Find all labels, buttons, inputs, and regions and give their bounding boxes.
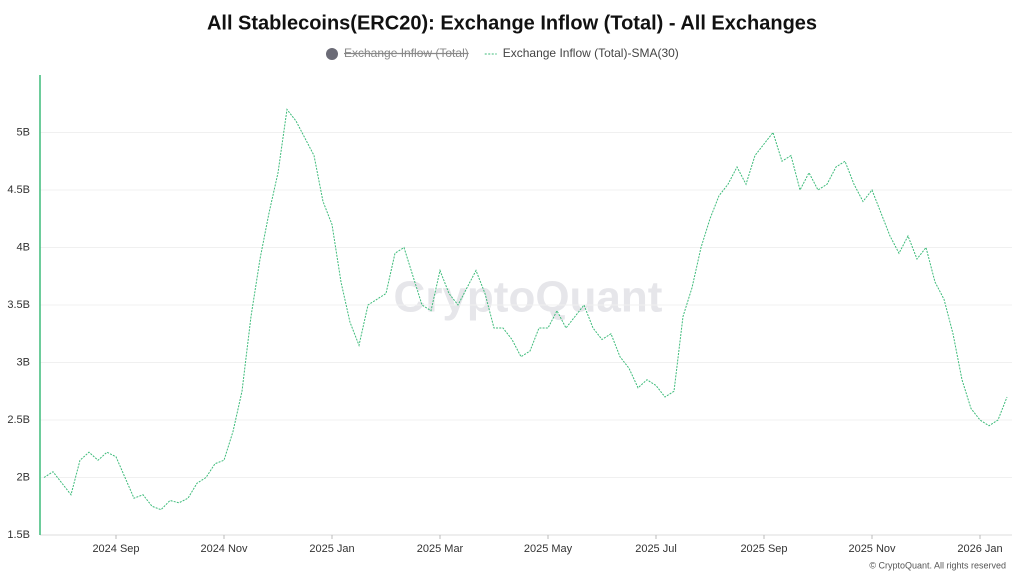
y-tick-label: 4.5B bbox=[7, 184, 30, 196]
x-tick-label: 2025 Nov bbox=[848, 543, 896, 555]
y-tick-label: 2B bbox=[17, 471, 30, 483]
y-tick-label: 3B bbox=[17, 356, 30, 368]
y-tick-label: 3.5B bbox=[7, 299, 30, 311]
chart-title: All Stablecoins(ERC20): Exchange Inflow … bbox=[207, 12, 817, 34]
x-tick-label: 2025 Mar bbox=[417, 543, 464, 555]
series-line bbox=[43, 108, 1008, 511]
y-tick-label: 4B bbox=[17, 241, 30, 253]
footer: © CryptoQuant. All rights reserved bbox=[869, 560, 1006, 570]
x-tick-label: 2026 Jan bbox=[957, 543, 1002, 555]
x-tick-label: 2025 Jan bbox=[309, 543, 354, 555]
x-tick-label: 2025 May bbox=[524, 543, 573, 555]
legend: Exchange Inflow (Total) Exchange Inflow (… bbox=[326, 46, 679, 60]
legend-swatch bbox=[326, 48, 338, 60]
legend-label[interactable]: Exchange Inflow (Total)-SMA(30) bbox=[503, 46, 679, 60]
y-tick-label: 5B bbox=[17, 126, 30, 138]
y-tick-label: 1.5B bbox=[7, 529, 30, 541]
x-tick-label: 2025 Sep bbox=[740, 543, 787, 555]
x-tick-label: 2025 Jul bbox=[635, 543, 677, 555]
y-tick-label: 2.5B bbox=[7, 414, 30, 426]
watermark: CryptoQuant bbox=[394, 273, 663, 322]
x-tick-label: 2024 Sep bbox=[92, 543, 139, 555]
legend-label[interactable]: Exchange Inflow (Total) bbox=[344, 46, 469, 60]
x-tick-label: 2024 Nov bbox=[200, 543, 248, 555]
